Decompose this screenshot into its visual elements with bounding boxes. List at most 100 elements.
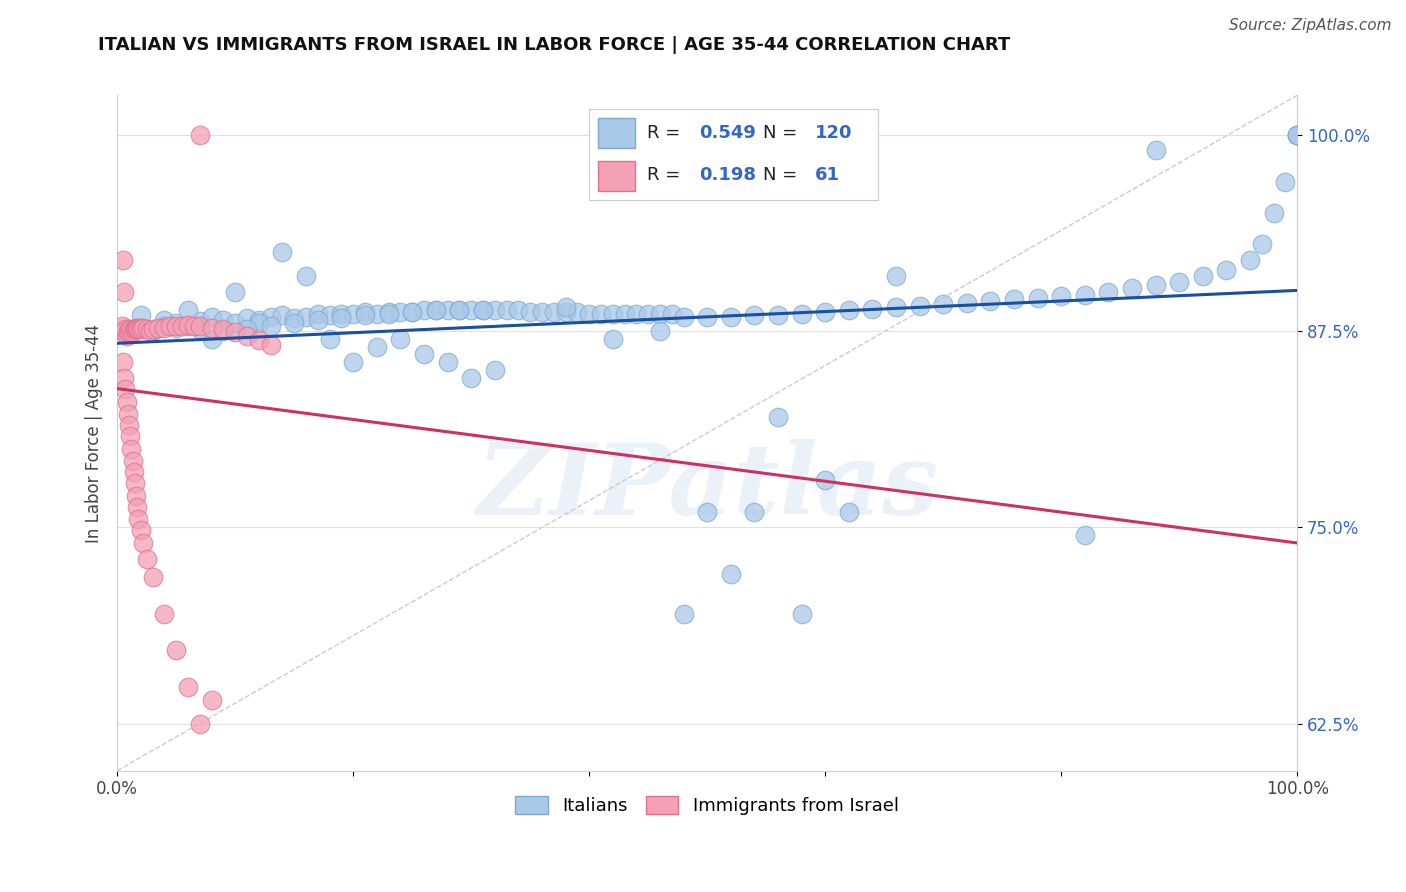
Point <box>247 334 270 348</box>
Point <box>1286 128 1309 142</box>
Point <box>1097 285 1119 299</box>
Point <box>1168 275 1191 289</box>
Point <box>121 454 143 468</box>
Point <box>115 394 138 409</box>
Point <box>188 319 211 334</box>
Point <box>696 504 718 518</box>
Point <box>236 328 259 343</box>
Point <box>188 128 211 142</box>
Point <box>120 429 142 443</box>
Point <box>720 567 742 582</box>
Point <box>121 326 143 340</box>
Point <box>661 307 683 321</box>
Point <box>120 442 142 456</box>
Point <box>1026 291 1049 305</box>
Point <box>744 308 766 322</box>
Point <box>128 320 150 334</box>
Point <box>401 305 423 319</box>
Point <box>135 551 157 566</box>
Point <box>318 332 340 346</box>
Point <box>354 305 377 319</box>
Point <box>696 310 718 324</box>
Point <box>177 681 200 695</box>
Point <box>472 303 495 318</box>
Point <box>554 301 576 315</box>
Point <box>790 607 813 621</box>
Point <box>1263 206 1285 220</box>
Point <box>165 320 187 334</box>
Point <box>112 285 135 299</box>
Point <box>519 305 541 319</box>
Point <box>112 326 135 340</box>
Point <box>720 310 742 324</box>
Point <box>425 303 447 318</box>
Point <box>153 607 176 621</box>
Point <box>530 305 553 319</box>
Point <box>366 340 388 354</box>
Point <box>460 371 482 385</box>
Point <box>200 693 222 707</box>
Point <box>129 308 152 322</box>
Point <box>1191 268 1213 283</box>
Point <box>672 607 695 621</box>
Point <box>495 303 517 318</box>
Point <box>790 307 813 321</box>
Point <box>200 310 222 324</box>
Point <box>115 328 138 343</box>
Point <box>342 355 364 369</box>
Point <box>283 311 305 326</box>
Point <box>1144 143 1167 157</box>
Point <box>637 307 659 321</box>
Point <box>224 326 246 340</box>
Point <box>142 324 165 338</box>
Point <box>259 310 281 324</box>
Point <box>142 570 165 584</box>
Point <box>177 318 200 332</box>
Point <box>354 308 377 322</box>
Point <box>165 319 187 334</box>
Point <box>129 524 152 538</box>
Point <box>1215 262 1237 277</box>
Point <box>860 301 883 316</box>
Point <box>124 322 146 336</box>
Point <box>484 303 506 318</box>
Point <box>117 326 139 340</box>
Point <box>135 322 157 336</box>
Point <box>111 319 134 334</box>
Point <box>1121 281 1143 295</box>
Point <box>153 319 176 334</box>
Text: ZIPatlas: ZIPatlas <box>477 439 938 535</box>
Point <box>543 305 565 319</box>
Legend: Italians, Immigrants from Israel: Italians, Immigrants from Israel <box>508 789 905 822</box>
Point <box>484 363 506 377</box>
Point <box>425 303 447 318</box>
Point <box>908 299 931 313</box>
Point <box>377 305 399 319</box>
Point <box>602 332 624 346</box>
Point <box>766 410 789 425</box>
Point <box>1239 253 1261 268</box>
Point <box>1274 175 1296 189</box>
Point <box>188 322 211 336</box>
Point <box>648 324 671 338</box>
Point <box>956 295 979 310</box>
Point <box>212 324 235 338</box>
Point <box>188 716 211 731</box>
Point <box>460 303 482 318</box>
Point <box>613 307 636 321</box>
Point <box>212 322 235 336</box>
Point <box>247 313 270 327</box>
Point <box>177 319 200 334</box>
Point <box>112 355 135 369</box>
Point <box>165 642 187 657</box>
Point <box>932 297 955 311</box>
Point <box>838 504 860 518</box>
Point <box>648 307 671 321</box>
Point <box>212 313 235 327</box>
Point <box>112 371 135 385</box>
Point <box>271 308 294 322</box>
Point <box>200 320 222 334</box>
Point <box>127 322 149 336</box>
Point <box>114 322 136 336</box>
Point <box>118 418 141 433</box>
